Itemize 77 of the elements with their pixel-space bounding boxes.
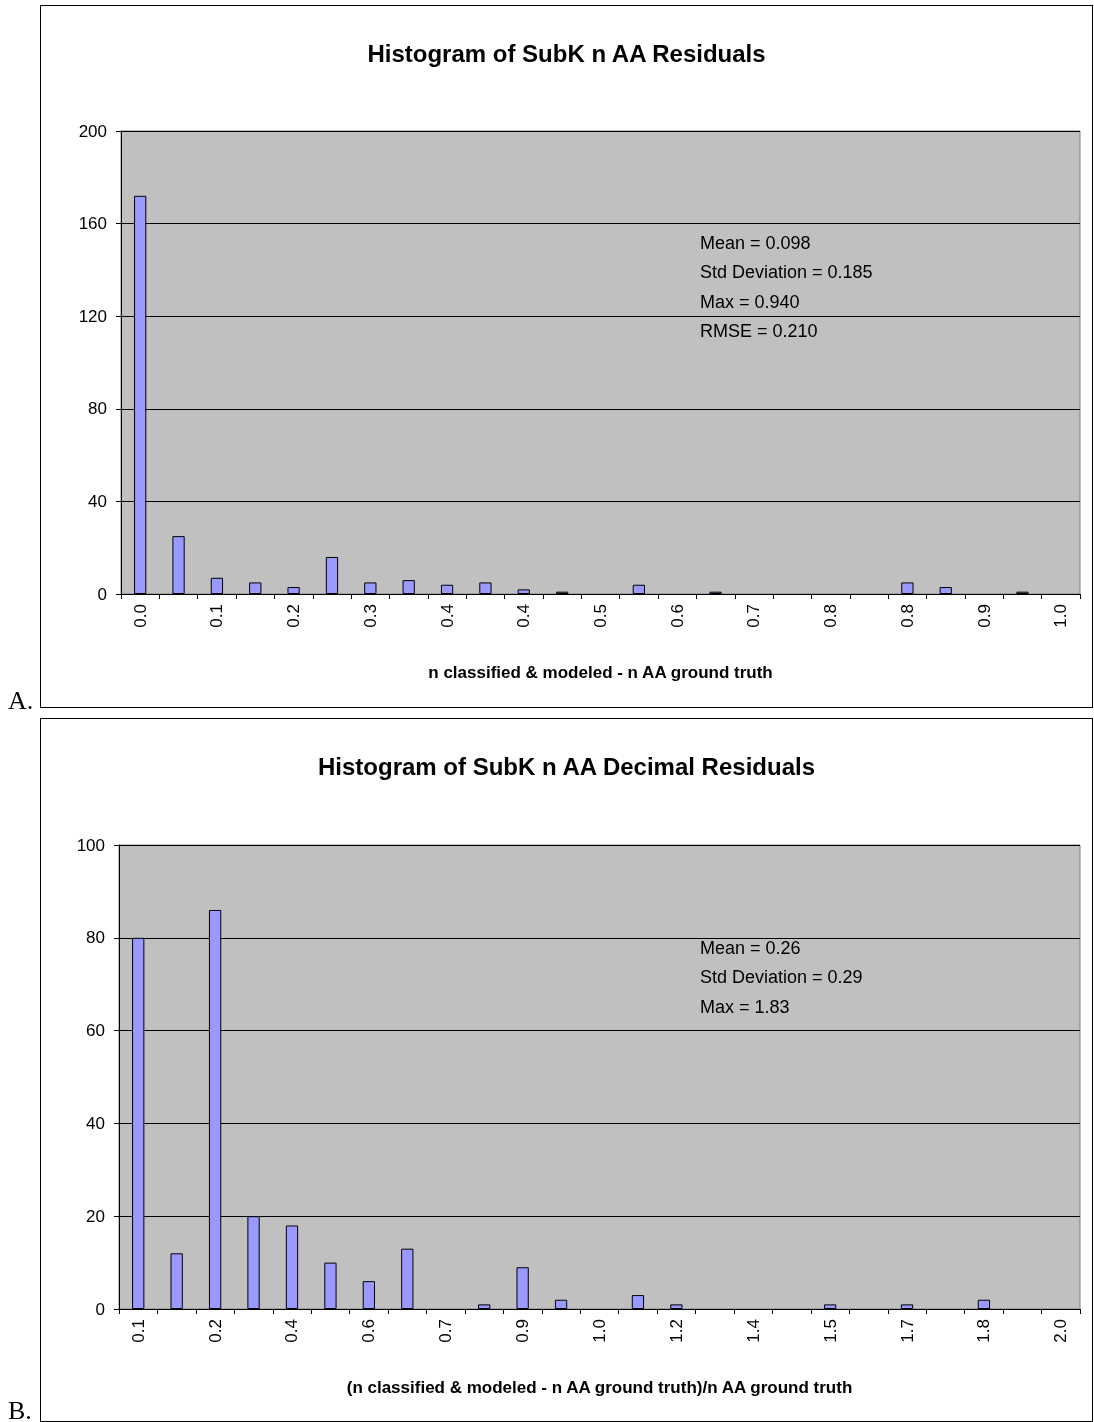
annotation: Max = 0.940 [700, 291, 800, 312]
annotation: Mean = 0.26 [700, 938, 801, 958]
bar [402, 580, 415, 594]
x-axis-title: n classified & modeled - n AA ground truth [428, 663, 773, 682]
y-tick-label: 80 [88, 399, 107, 419]
bar [362, 1281, 376, 1309]
bar [517, 589, 530, 594]
bar [632, 584, 645, 594]
x-tick-label: 1.4 [743, 1319, 763, 1343]
x-tick-label: 0.3 [360, 604, 380, 628]
x-tick-label: 0.2 [205, 1319, 225, 1343]
x-axis-title: (n classified & modeled - n AA ground truth)/n AA ground truth [346, 1378, 853, 1397]
annotation: Std Deviation = 0.185 [700, 262, 873, 283]
bar [478, 1304, 491, 1309]
y-tick-label: 80 [86, 928, 105, 948]
x-tick-label: 0.7 [436, 1319, 456, 1343]
bar [479, 582, 492, 594]
annotation: RMSE = 0.210 [700, 320, 818, 341]
annotation: Std Deviation = 0.29 [700, 967, 863, 988]
bar [939, 587, 952, 594]
y-tick-label: 40 [88, 491, 107, 511]
x-tick-label: 0.2 [284, 604, 304, 628]
chart-title: Histogram of SubK n AA Residuals [367, 39, 766, 67]
text: B. [8, 1396, 32, 1422]
y-tick-label: 0 [97, 584, 107, 604]
bar [324, 1262, 337, 1309]
x-tick-label: 1.2 [666, 1319, 686, 1343]
x-tick-label: 0.9 [974, 604, 994, 628]
bar [325, 556, 339, 594]
bar [285, 1225, 299, 1309]
bar [823, 1304, 837, 1309]
y-tick-label: 0 [95, 1299, 105, 1319]
x-tick-label: 0.4 [437, 604, 457, 628]
x-tick-label: 1.8 [974, 1319, 994, 1343]
x-tick-label: 0.6 [667, 604, 687, 628]
x-tick-label: 0.9 [513, 1319, 533, 1343]
y-tick-label: 60 [86, 1021, 105, 1041]
x-tick-label: 0.8 [821, 604, 841, 628]
x-tick-label: 0.4 [514, 604, 534, 628]
y-tick-label: 40 [86, 1113, 105, 1133]
bar [287, 587, 300, 594]
annotation: Mean = 0.098 [700, 233, 811, 253]
bar [900, 1304, 914, 1309]
x-tick-label: 0.1 [207, 604, 227, 628]
bar [172, 536, 185, 594]
annotation: Max = 1.83 [700, 996, 790, 1017]
y-tick-label: 200 [78, 121, 107, 141]
bar [670, 1304, 683, 1309]
bar [554, 1299, 568, 1309]
y-tick-label: 160 [78, 214, 107, 234]
x-tick-label: 1.7 [897, 1319, 917, 1343]
x-tick-label: 0.4 [282, 1319, 302, 1343]
bar [977, 1299, 991, 1309]
x-tick-label: 0.8 [897, 604, 917, 628]
x-tick-label: 1.0 [590, 1319, 609, 1343]
x-tick-label: 1.5 [820, 1319, 840, 1343]
x-tick-label: 0.7 [744, 604, 764, 628]
bar [170, 1253, 183, 1309]
x-tick-label: 0.0 [130, 604, 150, 628]
x-tick-label: 0.1 [128, 1319, 148, 1343]
y-tick-label: 120 [78, 306, 107, 326]
x-tick-label: 2.0 [1051, 1319, 1071, 1343]
bar [364, 582, 377, 594]
bar [401, 1248, 414, 1309]
y-tick-label: 100 [76, 835, 105, 855]
bar [210, 577, 224, 594]
bar [901, 582, 914, 594]
y-tick-label: 20 [86, 1206, 105, 1226]
bar [516, 1267, 529, 1309]
bar [631, 1295, 645, 1309]
x-tick-label: 0.5 [591, 604, 610, 628]
chart-title: Histogram of SubK n AA Decimal Residuals [318, 752, 815, 780]
bar [440, 584, 454, 594]
x-tick-label: 0.6 [359, 1319, 379, 1343]
bar [249, 582, 262, 594]
text: A. [8, 686, 34, 716]
x-tick-label: 1.0 [1051, 604, 1071, 628]
